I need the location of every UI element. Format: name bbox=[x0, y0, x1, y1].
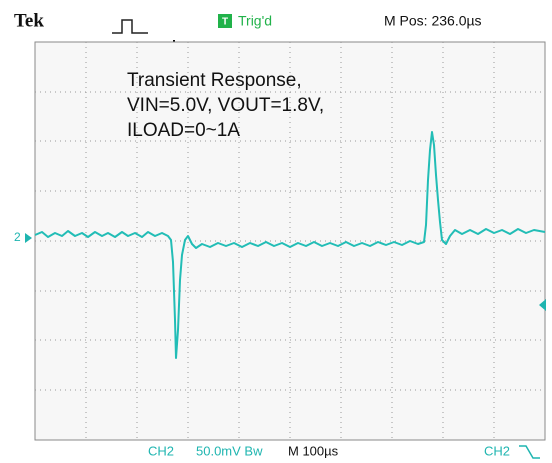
brand: Tek bbox=[14, 10, 44, 31]
trigger-slope-icon bbox=[519, 445, 540, 459]
trigger-source: CH2 bbox=[484, 443, 510, 458]
channel-marker: 2 bbox=[14, 230, 21, 244]
annotation-line: Transient Response, bbox=[127, 70, 302, 91]
trigger-level-marker bbox=[539, 299, 546, 311]
channel-label: CH2 bbox=[148, 443, 174, 458]
waveform bbox=[34, 131, 546, 359]
trigger-status-icon-label: T bbox=[222, 17, 228, 28]
channel-marker-arrow bbox=[25, 233, 32, 243]
vertical-scale: 50.0mV Bw bbox=[196, 443, 263, 458]
annotation-line: ILOAD=0~1A bbox=[127, 120, 240, 141]
horizontal-position: M Pos: 236.0µs bbox=[384, 13, 482, 29]
trigger-status: Trig'd bbox=[238, 13, 272, 29]
annotation-line: VIN=5.0V, VOUT=1.8V, bbox=[127, 95, 324, 116]
timebase: M 100µs bbox=[288, 443, 339, 458]
graticule bbox=[35, 42, 545, 440]
trigger-type-icon bbox=[112, 19, 148, 34]
trigger-status-icon bbox=[218, 14, 232, 28]
